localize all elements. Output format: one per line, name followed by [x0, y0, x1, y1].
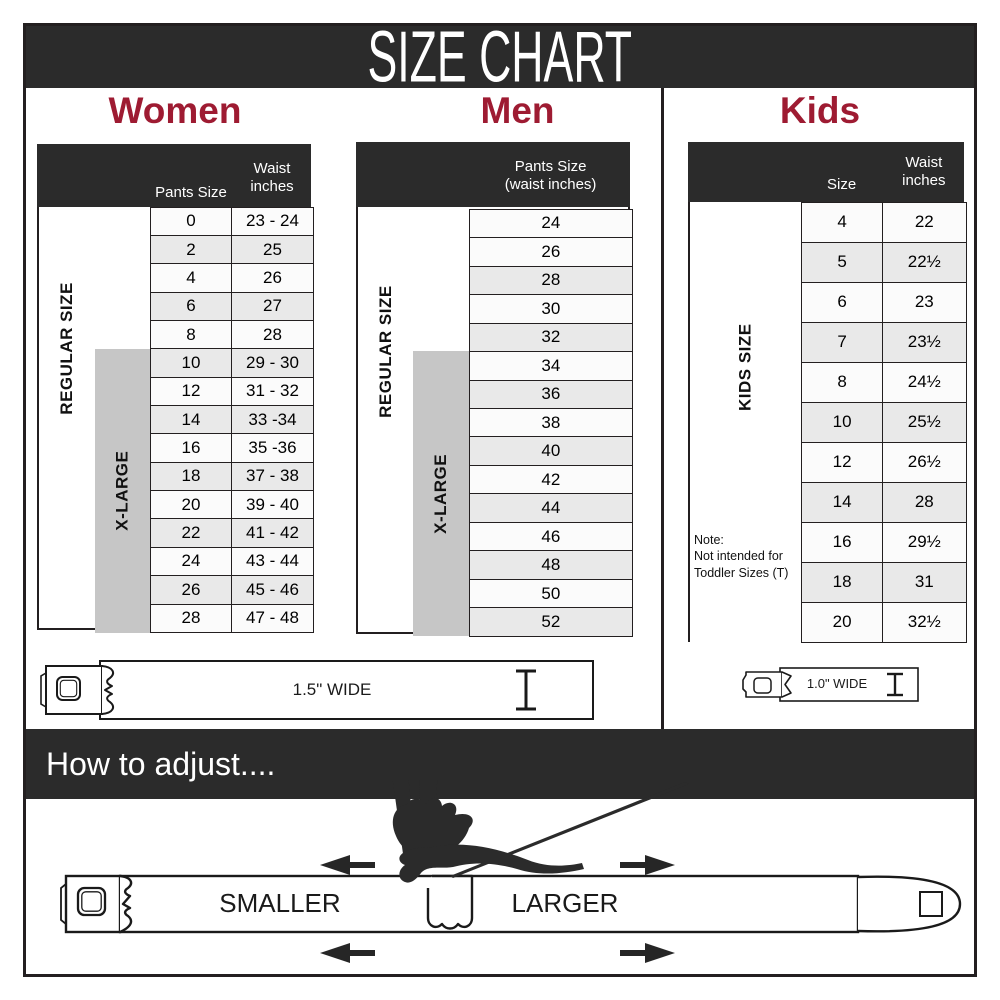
svg-text:1.5" WIDE: 1.5" WIDE [293, 680, 372, 699]
svg-text:SMALLER: SMALLER [219, 888, 340, 918]
svg-text:LARGER: LARGER [512, 888, 619, 918]
svg-text:1.0" WIDE: 1.0" WIDE [807, 676, 868, 691]
